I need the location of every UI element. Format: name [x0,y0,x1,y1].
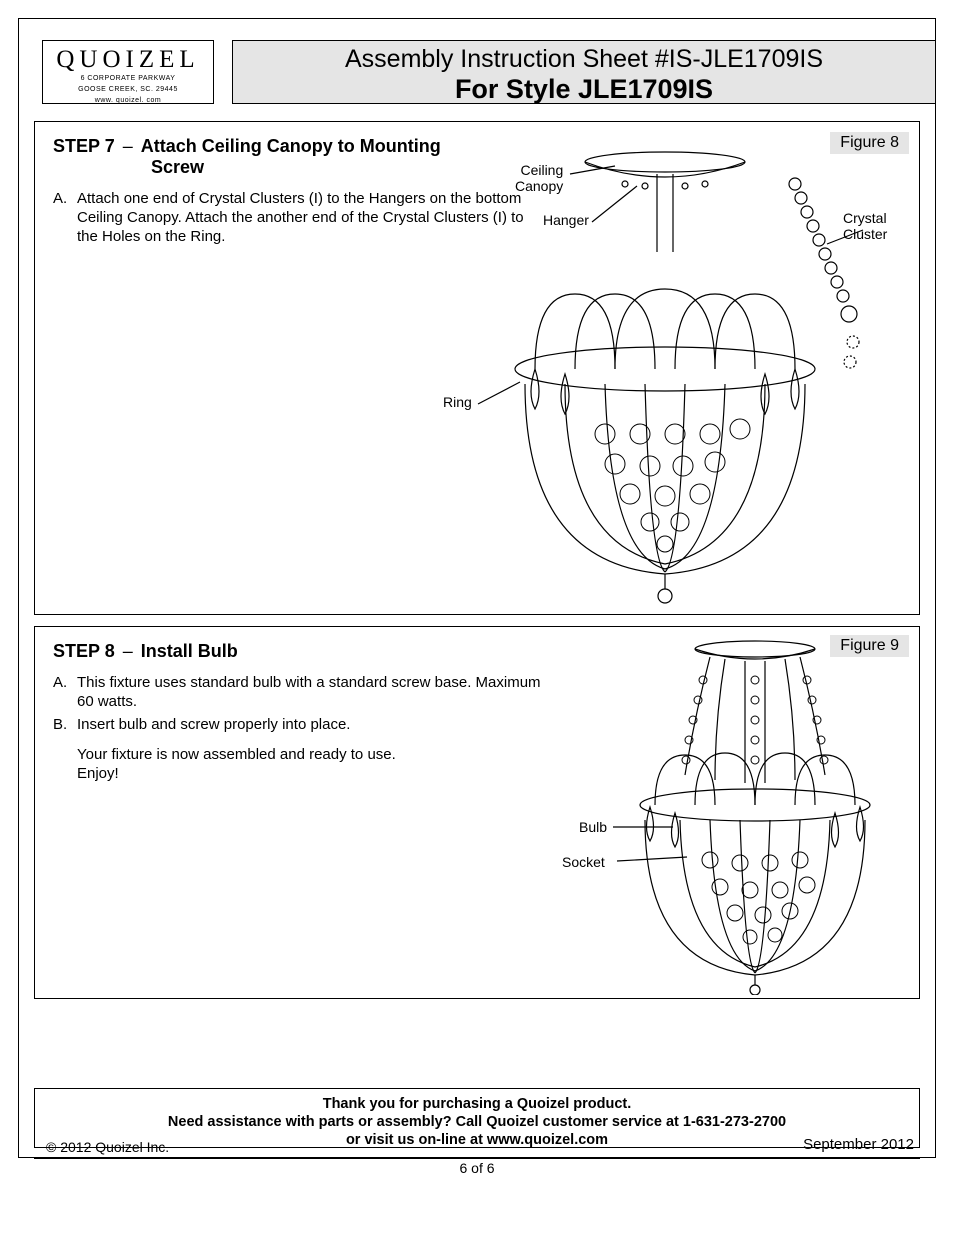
footer-line1: Thank you for purchasing a Quoizel produ… [35,1095,919,1113]
step8-num: STEP 8 [53,641,115,661]
step7-title: Attach Ceiling Canopy to Mounting [141,136,441,156]
brand-name: QUOIZEL [51,47,205,72]
step8-note: Your fixture is now assembled and ready … [53,746,545,784]
step8-title: Install Bulb [141,641,238,661]
copyright: © 2012 Quoizel Inc. [46,1139,169,1155]
brand-addr3: www. quoizel. com [51,96,205,105]
step8-item-b-text: Insert bulb and screw properly into plac… [77,716,350,735]
step7-num: STEP 7 [53,136,115,156]
doc-title-line2: For Style JLE1709IS [233,74,935,105]
page-number: 6 of 6 [34,1158,920,1176]
doc-date: September 2012 [803,1136,914,1153]
header: QUOIZEL 6 CORPORATE PARKWAY GOOSE CREEK,… [18,40,936,110]
step7-box: STEP 7 – Attach Ceiling Canopy to Mounti… [34,121,920,615]
step8-item-b-lbl: B. [53,716,77,735]
copyright-text: 2012 Quoizel Inc. [60,1139,169,1155]
step8-item-a: A. This fixture uses standard bulb with … [53,674,545,712]
step8-item-b: B. Insert bulb and screw properly into p… [53,716,545,735]
step8-item-a-lbl: A. [53,674,77,712]
footer-line2: Need assistance with parts or assembly? … [35,1113,919,1131]
brand-addr1: 6 CORPORATE PARKWAY [51,74,205,83]
step8-body: A. This fixture uses standard bulb with … [35,664,545,784]
step8-box: STEP 8 – Install Bulb A. This fixture us… [34,626,920,999]
title-box: Assembly Instruction Sheet #IS-JLE1709IS… [232,40,936,104]
step8-item-a-text: This fixture uses standard bulb with a s… [77,674,545,712]
logo-box: QUOIZEL 6 CORPORATE PARKWAY GOOSE CREEK,… [42,40,214,104]
figure9-illustration [595,635,915,995]
brand-addr2: GOOSE CREEK, SC. 29445 [51,85,205,94]
figure8-illustration [465,144,915,614]
step7-item-a-lbl: A. [53,190,77,246]
doc-title-line1: Assembly Instruction Sheet #IS-JLE1709IS [233,45,935,74]
